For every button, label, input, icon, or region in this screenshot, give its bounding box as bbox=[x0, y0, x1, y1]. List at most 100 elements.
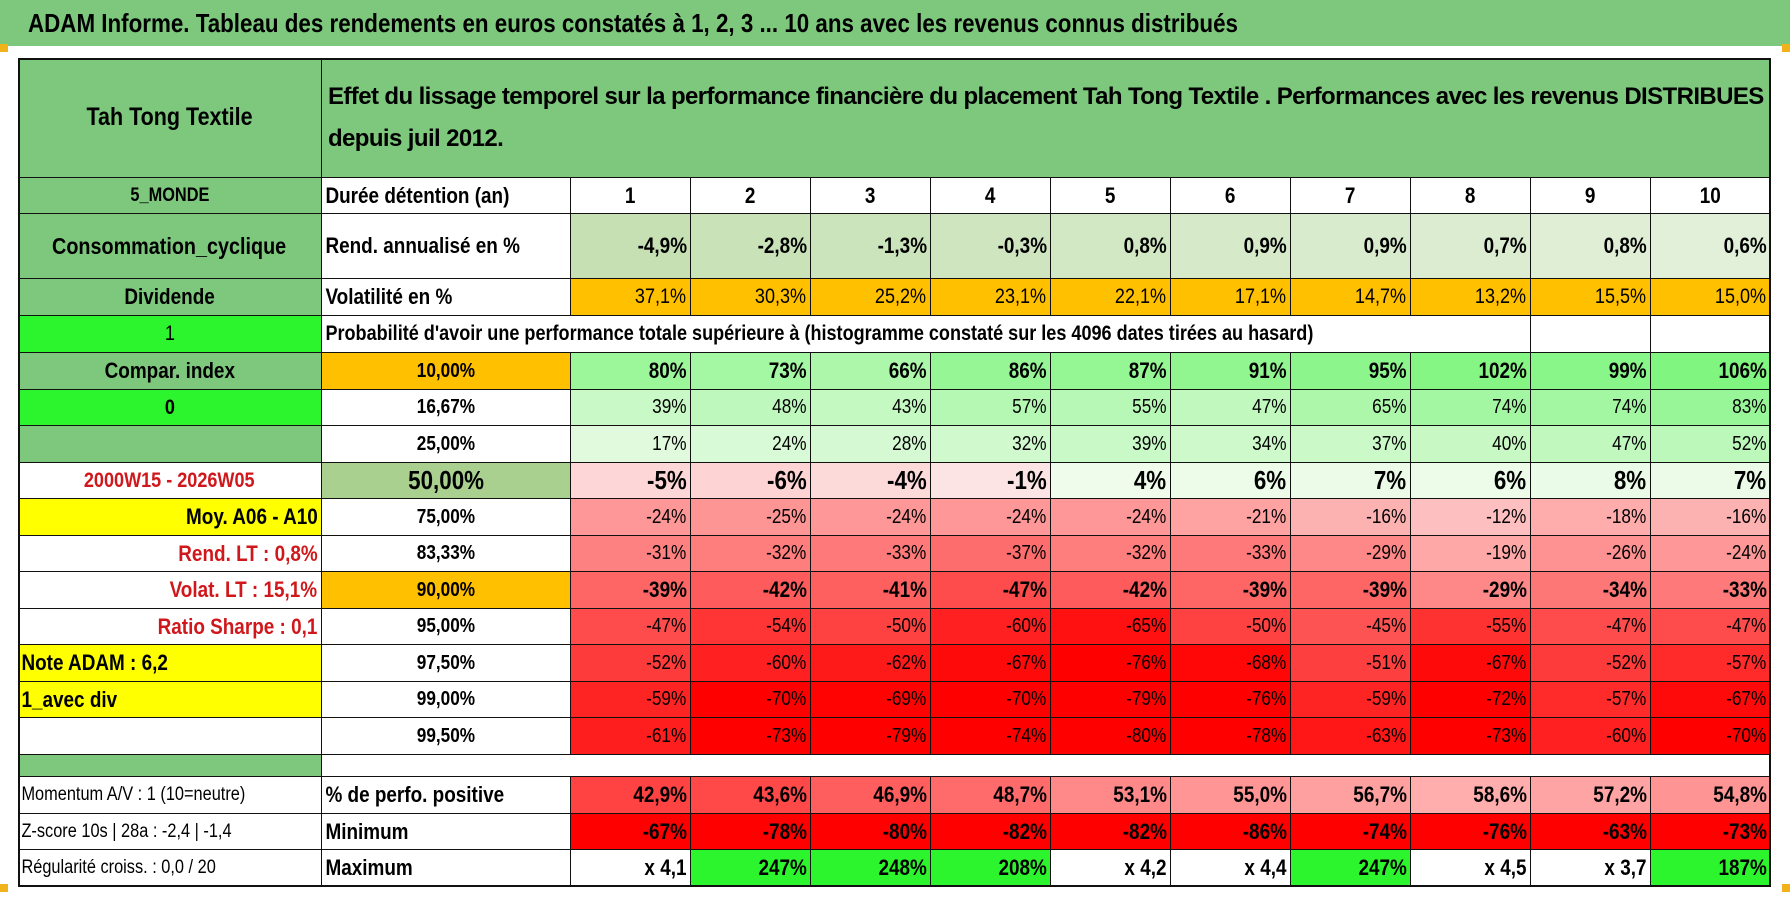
percentile-label[interactable]: 95,00% bbox=[322, 609, 571, 645]
minimum-value[interactable]: -80% bbox=[811, 814, 931, 850]
prob-value[interactable]: -29% bbox=[1291, 536, 1411, 572]
empty-white[interactable] bbox=[18, 718, 322, 755]
rend-value[interactable]: -1,3% bbox=[811, 214, 931, 279]
year-header[interactable]: 8 bbox=[1411, 178, 1531, 214]
prob-value[interactable]: -6% bbox=[691, 463, 811, 499]
fund-name[interactable]: Tah Tong Textile bbox=[18, 58, 322, 178]
minimum-value[interactable]: -76% bbox=[1411, 814, 1531, 850]
prob-value[interactable]: -59% bbox=[1291, 682, 1411, 718]
note-adam-label[interactable]: Note ADAM : 6,2 bbox=[18, 645, 322, 682]
minimum-value[interactable]: -82% bbox=[1051, 814, 1171, 850]
prob-value[interactable]: -47% bbox=[571, 609, 691, 645]
prob-value[interactable]: 47% bbox=[1531, 426, 1651, 463]
prob-value[interactable]: -33% bbox=[1171, 536, 1291, 572]
volat-value[interactable]: 14,7% bbox=[1291, 279, 1411, 316]
prob-value[interactable]: 66% bbox=[811, 353, 931, 390]
percentile-label[interactable]: 16,67% bbox=[322, 390, 571, 426]
minimum-value[interactable]: -82% bbox=[931, 814, 1051, 850]
resize-handle-bottom-left[interactable] bbox=[0, 884, 8, 892]
prob-value[interactable]: -39% bbox=[1171, 572, 1291, 609]
prob-value[interactable]: -67% bbox=[931, 645, 1051, 682]
prob-value[interactable]: 55% bbox=[1051, 390, 1171, 426]
prob-value[interactable]: 73% bbox=[691, 353, 811, 390]
rend-value[interactable]: 0,7% bbox=[1411, 214, 1531, 279]
minimum-value[interactable]: -63% bbox=[1531, 814, 1651, 850]
period-label[interactable]: 2000W15 - 2026W05 bbox=[18, 463, 322, 499]
sharpe-label[interactable]: Ratio Sharpe : 0,1 bbox=[18, 609, 322, 645]
prob-value[interactable]: 17% bbox=[571, 426, 691, 463]
prob-value[interactable]: -62% bbox=[811, 645, 931, 682]
prob-value[interactable]: -55% bbox=[1411, 609, 1531, 645]
rend-value[interactable]: -4,9% bbox=[571, 214, 691, 279]
prob-value[interactable]: -50% bbox=[811, 609, 931, 645]
maximum-value[interactable]: x 4,1 bbox=[571, 850, 691, 887]
prob-value[interactable]: -52% bbox=[1531, 645, 1651, 682]
volat-value[interactable]: 13,2% bbox=[1411, 279, 1531, 316]
regularite-label[interactable]: Régularité croiss. : 0,0 / 20 bbox=[18, 850, 322, 887]
prob-value[interactable]: -60% bbox=[691, 645, 811, 682]
prob-value[interactable]: 106% bbox=[1651, 353, 1771, 390]
minimum-value[interactable]: -78% bbox=[691, 814, 811, 850]
prob-value[interactable]: -70% bbox=[931, 682, 1051, 718]
moy-label[interactable]: Moy. A06 - A10 bbox=[18, 499, 322, 536]
year-header[interactable]: 4 bbox=[931, 178, 1051, 214]
maximum-value[interactable]: 248% bbox=[811, 850, 931, 887]
prob-value[interactable]: -41% bbox=[811, 572, 931, 609]
prob-value[interactable]: -18% bbox=[1531, 499, 1651, 536]
prob-value[interactable]: -24% bbox=[1651, 536, 1771, 572]
prob-value[interactable]: 48% bbox=[691, 390, 811, 426]
year-header[interactable]: 3 bbox=[811, 178, 931, 214]
year-header[interactable]: 9 bbox=[1531, 178, 1651, 214]
year-header[interactable]: 1 bbox=[571, 178, 691, 214]
minimum-value[interactable]: -86% bbox=[1171, 814, 1291, 850]
sector-label[interactable]: Consommation_cyclique bbox=[18, 214, 322, 279]
maximum-value[interactable]: x 3,7 bbox=[1531, 850, 1651, 887]
percentile-label[interactable]: 50,00% bbox=[322, 463, 571, 499]
positive-row-label[interactable]: % de perfo. positive bbox=[322, 777, 571, 814]
resize-handle-top-left[interactable] bbox=[0, 44, 8, 52]
minimum-row-label[interactable]: Minimum bbox=[322, 814, 571, 850]
prob-value[interactable]: -42% bbox=[1051, 572, 1171, 609]
maximum-value[interactable]: x 4,2 bbox=[1051, 850, 1171, 887]
prob-value[interactable]: -39% bbox=[1291, 572, 1411, 609]
volat-value[interactable]: 30,3% bbox=[691, 279, 811, 316]
percentile-label[interactable]: 10,00% bbox=[322, 353, 571, 390]
prob-value[interactable]: -59% bbox=[571, 682, 691, 718]
percentile-label[interactable]: 90,00% bbox=[322, 572, 571, 609]
prob-value[interactable]: -65% bbox=[1051, 609, 1171, 645]
prob-value[interactable]: -76% bbox=[1171, 682, 1291, 718]
percentile-label[interactable]: 75,00% bbox=[322, 499, 571, 536]
prob-value[interactable]: 57% bbox=[931, 390, 1051, 426]
prob-value[interactable]: -31% bbox=[571, 536, 691, 572]
prob-value[interactable]: -80% bbox=[1051, 718, 1171, 755]
description[interactable]: Effet du lissage temporel sur la perform… bbox=[322, 58, 1771, 178]
zone-label[interactable]: 5_MONDE bbox=[18, 178, 322, 214]
prob-value[interactable]: -21% bbox=[1171, 499, 1291, 536]
positive-value[interactable]: 53,1% bbox=[1051, 777, 1171, 814]
prob-value[interactable]: -47% bbox=[931, 572, 1051, 609]
prob-value[interactable]: -60% bbox=[931, 609, 1051, 645]
prob-value[interactable]: -24% bbox=[1051, 499, 1171, 536]
positive-value[interactable]: 56,7% bbox=[1291, 777, 1411, 814]
prob-value[interactable]: -69% bbox=[811, 682, 931, 718]
positive-value[interactable]: 46,9% bbox=[811, 777, 931, 814]
prob-value[interactable]: -57% bbox=[1531, 682, 1651, 718]
prob-value[interactable]: -72% bbox=[1411, 682, 1531, 718]
prob-value[interactable]: 32% bbox=[931, 426, 1051, 463]
prob-value[interactable]: -12% bbox=[1411, 499, 1531, 536]
positive-value[interactable]: 43,6% bbox=[691, 777, 811, 814]
rend-value[interactable]: 0,8% bbox=[1051, 214, 1171, 279]
prob-value[interactable]: -16% bbox=[1291, 499, 1411, 536]
year-header[interactable]: 7 bbox=[1291, 178, 1411, 214]
prob-value[interactable]: -4% bbox=[811, 463, 931, 499]
prob-value[interactable]: 4% bbox=[1051, 463, 1171, 499]
prob-value[interactable]: 7% bbox=[1651, 463, 1771, 499]
year-header[interactable]: 2 bbox=[691, 178, 811, 214]
rend-row-label[interactable]: Rend. annualisé en % bbox=[322, 214, 571, 279]
prob-value[interactable]: 91% bbox=[1171, 353, 1291, 390]
percentile-label[interactable]: 99,50% bbox=[322, 718, 571, 755]
prob-value[interactable]: -68% bbox=[1171, 645, 1291, 682]
prob-value[interactable]: 74% bbox=[1531, 390, 1651, 426]
prob-value[interactable]: -79% bbox=[811, 718, 931, 755]
prob-value[interactable]: 40% bbox=[1411, 426, 1531, 463]
